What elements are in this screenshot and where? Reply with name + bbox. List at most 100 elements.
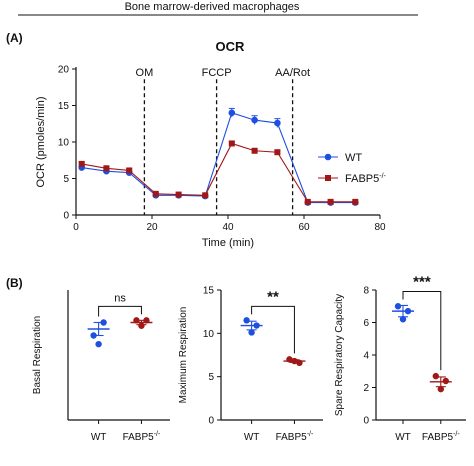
x-axis-label: Time (min)	[202, 237, 254, 249]
x-tick-label: 20	[146, 222, 158, 233]
y-tick-label: 6	[363, 318, 369, 329]
series-wt	[78, 107, 359, 206]
x-tick-label: FABP5-/-	[123, 431, 161, 443]
data-point	[432, 372, 439, 380]
spare-capacity-chart: 0 2 4 6 8 WT FABP5-/- Spare Respiratory Capacit…	[334, 273, 466, 443]
y-tick-label: 0	[63, 211, 69, 222]
x-tick-label: WT	[91, 432, 107, 443]
injection-label: FCCP	[202, 67, 232, 79]
data-point	[248, 329, 255, 336]
data-point	[143, 317, 150, 324]
x-tick-label: WT	[244, 432, 260, 443]
data-point	[78, 160, 85, 167]
y-tick-label: 0	[208, 416, 214, 427]
series-line	[81, 142, 356, 203]
y-tick-label: 8	[363, 286, 369, 297]
x-tick-label: 40	[222, 222, 234, 233]
chart-title: OCR	[216, 39, 246, 54]
data-point	[286, 356, 293, 363]
legend-marker	[324, 153, 332, 161]
injection-label: OM	[136, 67, 154, 79]
x-tick-label: 80	[374, 222, 386, 233]
data-point	[243, 317, 250, 324]
y-tick-label: 20	[58, 65, 70, 76]
significance-bracket: **	[251, 288, 295, 354]
data-point	[202, 192, 209, 199]
series-line	[81, 112, 356, 204]
data-point	[251, 116, 258, 124]
y-tick-label: 0	[363, 416, 369, 427]
series-fabp5	[78, 140, 359, 205]
significance-label: **	[267, 288, 279, 305]
group-wt	[87, 319, 110, 348]
data-point	[95, 340, 102, 348]
significance-label: ***	[413, 273, 431, 290]
data-point	[304, 198, 311, 205]
data-point	[442, 377, 449, 385]
bracket-line	[402, 290, 442, 371]
data-point	[90, 332, 97, 339]
data-point	[228, 109, 236, 117]
injection-label: AA/Rot	[275, 67, 310, 79]
bracket-line	[98, 305, 142, 317]
figure-header: Bone marrow-derived macrophages	[125, 1, 300, 13]
data-point	[152, 190, 159, 197]
bracket-line	[251, 305, 295, 354]
y-axis-label: Spare Respiratory Capacity	[334, 294, 345, 416]
significance-bracket: ***	[402, 273, 442, 371]
data-point	[404, 307, 412, 315]
x-tick-label: WT	[395, 432, 411, 443]
data-point	[399, 316, 407, 323]
panel-label-b: (B)	[6, 276, 23, 290]
significance-label: ns	[114, 292, 126, 304]
data-point	[352, 198, 359, 205]
data-point	[126, 167, 133, 174]
data-point	[138, 322, 145, 329]
data-point	[253, 322, 260, 329]
data-point	[291, 357, 298, 365]
x-tick-label: 60	[298, 222, 310, 233]
x-tick-label: 0	[73, 222, 79, 233]
y-tick-label: 4	[363, 351, 369, 362]
y-tick-label: 15	[203, 286, 215, 297]
data-point	[103, 165, 110, 172]
group-fabp5	[283, 356, 306, 366]
legend-entry: WT	[318, 152, 362, 164]
y-tick-label: 10	[203, 329, 215, 340]
data-point	[100, 319, 107, 326]
x-tick-label: FABP5-/-	[276, 431, 314, 443]
group-fabp5	[130, 317, 153, 329]
y-tick-label: 2	[363, 383, 369, 394]
panel-label-a: (A)	[6, 31, 23, 45]
legend-marker	[325, 175, 331, 181]
y-axis-label: Basal Respiration	[32, 316, 43, 394]
significance-bracket: ns	[98, 292, 142, 317]
data-point	[228, 140, 235, 147]
legend-label: FABP5-/-	[345, 173, 387, 185]
group-fabp5	[429, 372, 452, 393]
basal-respiration-chart: WT FABP5-/- Basal Respiration ns	[32, 290, 170, 443]
data-point	[133, 317, 140, 324]
ocr-line-chart: OCR 0 5 10 15 20 0 20 40 60 80 Time (min) OCR (pmole…	[35, 39, 387, 249]
group-wt	[240, 317, 263, 336]
data-point	[251, 147, 258, 154]
data-point	[175, 191, 182, 198]
data-point	[437, 385, 444, 393]
data-point	[274, 119, 281, 127]
data-point	[327, 198, 334, 205]
y-tick-label: 15	[58, 101, 70, 112]
y-tick-label: 5	[208, 372, 214, 383]
legend-label: WT	[345, 152, 362, 164]
data-point	[296, 359, 303, 366]
y-tick-label: 5	[63, 174, 69, 185]
group-wt	[392, 303, 414, 323]
y-tick-label: 10	[58, 138, 70, 149]
y-axis-label: OCR (pmoles/min)	[35, 96, 47, 187]
legend-entry: FABP5-/-	[318, 173, 387, 185]
x-tick-label: FABP5-/-	[422, 431, 460, 443]
data-point	[394, 303, 402, 310]
data-point	[274, 149, 281, 156]
maximum-respiration-chart: 0 5 10 15 WT FABP5-/- Maximum Respiration **	[178, 286, 323, 443]
y-axis-label: Maximum Respiration	[178, 307, 189, 404]
